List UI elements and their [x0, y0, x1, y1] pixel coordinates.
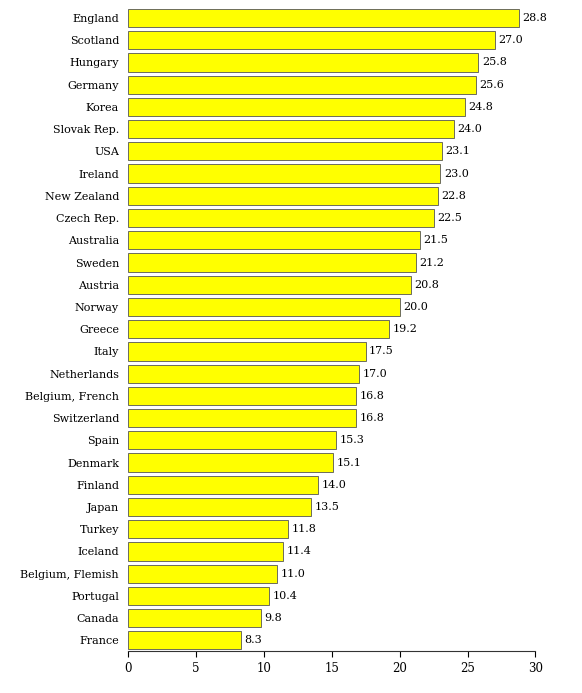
Text: 24.0: 24.0	[457, 124, 482, 134]
Bar	[128, 342, 365, 360]
Bar	[128, 298, 400, 316]
Text: 27.0: 27.0	[498, 35, 523, 45]
Bar	[128, 276, 410, 294]
Text: 15.1: 15.1	[336, 457, 361, 468]
Text: 22.8: 22.8	[441, 191, 466, 201]
Text: 14.0: 14.0	[322, 480, 346, 490]
Bar	[128, 387, 356, 405]
Bar	[128, 76, 475, 94]
Bar	[128, 409, 356, 427]
Bar	[128, 453, 333, 472]
Text: 22.5: 22.5	[437, 213, 462, 223]
Text: 21.2: 21.2	[419, 258, 444, 267]
Bar	[128, 120, 454, 139]
Bar	[128, 186, 438, 205]
Bar	[128, 587, 269, 605]
Text: 11.4: 11.4	[286, 546, 311, 556]
Bar	[128, 53, 478, 71]
Bar	[128, 475, 318, 494]
Bar	[128, 320, 389, 338]
Bar	[128, 520, 288, 538]
Bar	[128, 209, 434, 227]
Bar	[128, 231, 420, 249]
Text: 15.3: 15.3	[339, 435, 364, 446]
Text: 19.2: 19.2	[392, 324, 417, 334]
Text: 17.0: 17.0	[363, 369, 387, 378]
Bar	[128, 365, 359, 383]
Bar	[128, 498, 311, 516]
Text: 9.8: 9.8	[264, 613, 282, 623]
Bar	[128, 609, 261, 627]
Bar	[128, 9, 519, 27]
Text: 16.8: 16.8	[360, 391, 385, 401]
Text: 17.5: 17.5	[369, 346, 394, 356]
Bar	[128, 31, 495, 49]
Text: 21.5: 21.5	[424, 236, 448, 245]
Text: 10.4: 10.4	[272, 591, 297, 601]
Text: 25.8: 25.8	[482, 58, 507, 67]
Bar	[128, 431, 336, 449]
Bar	[128, 631, 241, 649]
Bar	[128, 254, 416, 272]
Text: 25.6: 25.6	[479, 80, 504, 89]
Text: 23.1: 23.1	[445, 146, 470, 157]
Text: 13.5: 13.5	[315, 502, 340, 512]
Text: 20.0: 20.0	[403, 302, 428, 312]
Text: 16.8: 16.8	[360, 413, 385, 423]
Bar	[128, 543, 283, 561]
Bar	[128, 142, 442, 161]
Bar	[128, 98, 465, 116]
Text: 20.8: 20.8	[414, 280, 439, 290]
Bar	[128, 565, 278, 583]
Text: 24.8: 24.8	[469, 102, 493, 112]
Text: 28.8: 28.8	[523, 13, 548, 23]
Bar	[128, 164, 441, 183]
Text: 11.8: 11.8	[292, 524, 317, 534]
Text: 11.0: 11.0	[281, 569, 306, 579]
Text: 23.0: 23.0	[444, 168, 469, 179]
Text: 8.3: 8.3	[244, 635, 262, 645]
